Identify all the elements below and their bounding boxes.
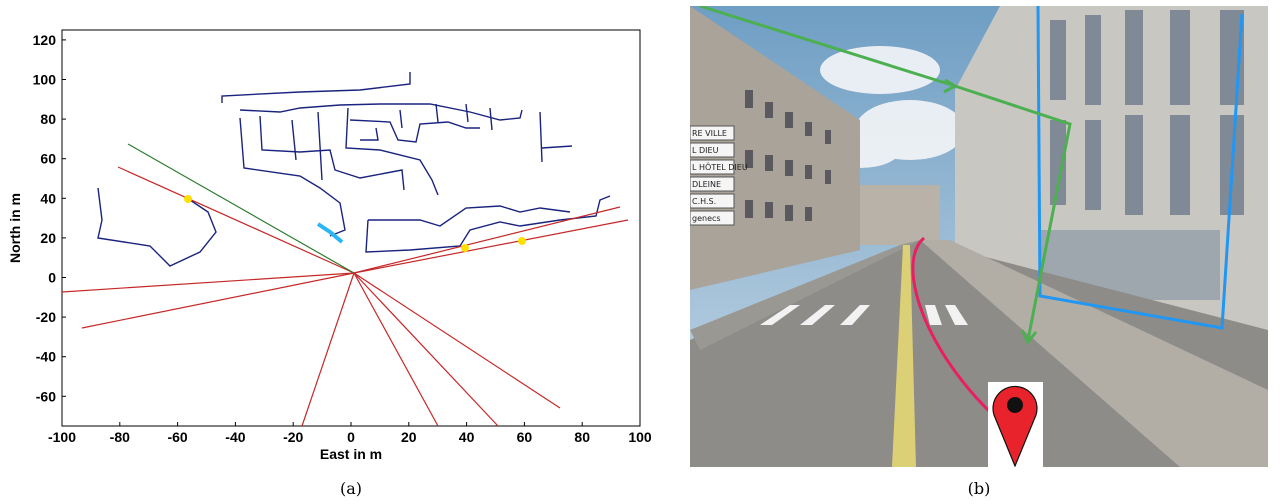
- caption-left: (a): [340, 479, 362, 498]
- x-tick-label: -20: [283, 429, 303, 445]
- street-segment: [221, 72, 411, 103]
- marker-point: [184, 195, 192, 203]
- ray-line: [301, 272, 355, 427]
- street-sign: [690, 176, 735, 192]
- street-segment: [291, 107, 439, 196]
- markers: [184, 195, 526, 252]
- route-arrowhead: [1020, 329, 1038, 345]
- x-tick-label: -60: [167, 429, 187, 445]
- route-arrow: [699, 6, 1072, 341]
- street-segment: [360, 103, 469, 141]
- street-sign: [690, 210, 735, 226]
- street-segment: [365, 195, 611, 253]
- y-tick-label: 0: [48, 270, 56, 286]
- street-segment: [239, 117, 346, 237]
- street-sign-label: L HÔTEL DIEU: [692, 161, 748, 172]
- x-tick-label: 60: [517, 429, 533, 445]
- x-tick-label: 20: [401, 429, 417, 445]
- ray-line: [117, 166, 355, 274]
- street-photo: RE VILLE L DIEU L HÔTEL DIEU DLEINE C.H.S. ge…: [690, 6, 1268, 467]
- y-tick-label: 120: [33, 32, 57, 48]
- y-tick-label: -20: [36, 309, 56, 325]
- street-sign: [690, 159, 735, 175]
- street-sign-label: genecs: [692, 214, 721, 223]
- street-segment: [368, 205, 571, 227]
- street-sign: [690, 125, 735, 141]
- ray-lines: [61, 166, 629, 427]
- street-segment: [259, 115, 405, 191]
- x-tick-label: 40: [459, 429, 475, 445]
- street-signs: RE VILLE L DIEU L HÔTEL DIEU DLEINE C.H.S. ge…: [690, 125, 748, 226]
- marker-point: [518, 237, 526, 245]
- y-tick-label: 100: [33, 72, 57, 88]
- y-tick-label: -60: [36, 388, 56, 404]
- x-tick-label: 0: [347, 429, 355, 445]
- street-segment: [489, 107, 573, 163]
- ray-line: [81, 272, 355, 329]
- street-sign-label: C.H.S.: [692, 197, 716, 206]
- left-building-windows: [745, 90, 831, 221]
- crosswalk: [760, 305, 968, 325]
- path-line: [127, 143, 355, 274]
- tick-group: -100 -80 -60 -40 -20 0 20 40 60 80 100 120 100 80 60 40…: [33, 32, 652, 445]
- map-plot-panel: -100 -80 -60 -40 -20 0 20 40 60 80 100 120 100 80 60 40…: [7, 29, 652, 498]
- street-segment: [349, 119, 480, 143]
- pink-route: [911, 236, 992, 414]
- caption-right: (b): [968, 479, 991, 498]
- ray-line: [353, 272, 499, 427]
- y-tick-label: 80: [40, 111, 56, 127]
- plot-content: [61, 72, 629, 427]
- route-arrowhead: [943, 78, 959, 94]
- ray-line: [353, 206, 621, 274]
- ray-line: [353, 272, 561, 409]
- y-tick-label: 20: [40, 230, 56, 246]
- marker-point: [461, 244, 469, 252]
- street-view-panel: RE VILLE L DIEU L HÔTEL DIEU DLEINE C.H.S. ge…: [690, 6, 1268, 498]
- x-tick-label: 80: [574, 429, 590, 445]
- x-tick-label: 100: [628, 429, 652, 445]
- street-sign: [690, 142, 735, 158]
- facade-outline: [1036, 6, 1244, 330]
- y-axis-label: North in m: [7, 193, 23, 263]
- ray-line: [353, 272, 439, 427]
- y-tick-label: 40: [40, 190, 56, 206]
- street-sign-label: L DIEU: [692, 146, 719, 155]
- x-tick-label: -80: [110, 429, 130, 445]
- street-sign: [690, 193, 735, 209]
- street-segment: [239, 103, 523, 121]
- ray-line: [61, 272, 355, 293]
- x-tick-label: -40: [225, 429, 245, 445]
- yellow-lane: [892, 245, 916, 467]
- sidewalk-right: [920, 240, 1268, 467]
- plot-frame: [61, 29, 641, 427]
- x-tick-label: -100: [48, 429, 76, 445]
- sidewalk-left: [690, 240, 920, 350]
- street-network: [97, 72, 611, 267]
- street-sign-label: DLEINE: [692, 180, 721, 189]
- street-sign-label: RE VILLE: [692, 129, 727, 138]
- x-axis-label: East in m: [320, 446, 382, 462]
- y-tick-label: -40: [36, 349, 56, 365]
- ray-line: [353, 219, 629, 274]
- map-pin-icon: [988, 382, 1043, 467]
- street-segment: [97, 187, 217, 267]
- y-tick-label: 60: [40, 151, 56, 167]
- highlight-segment: [316, 222, 344, 244]
- distant-buildings: [860, 185, 940, 245]
